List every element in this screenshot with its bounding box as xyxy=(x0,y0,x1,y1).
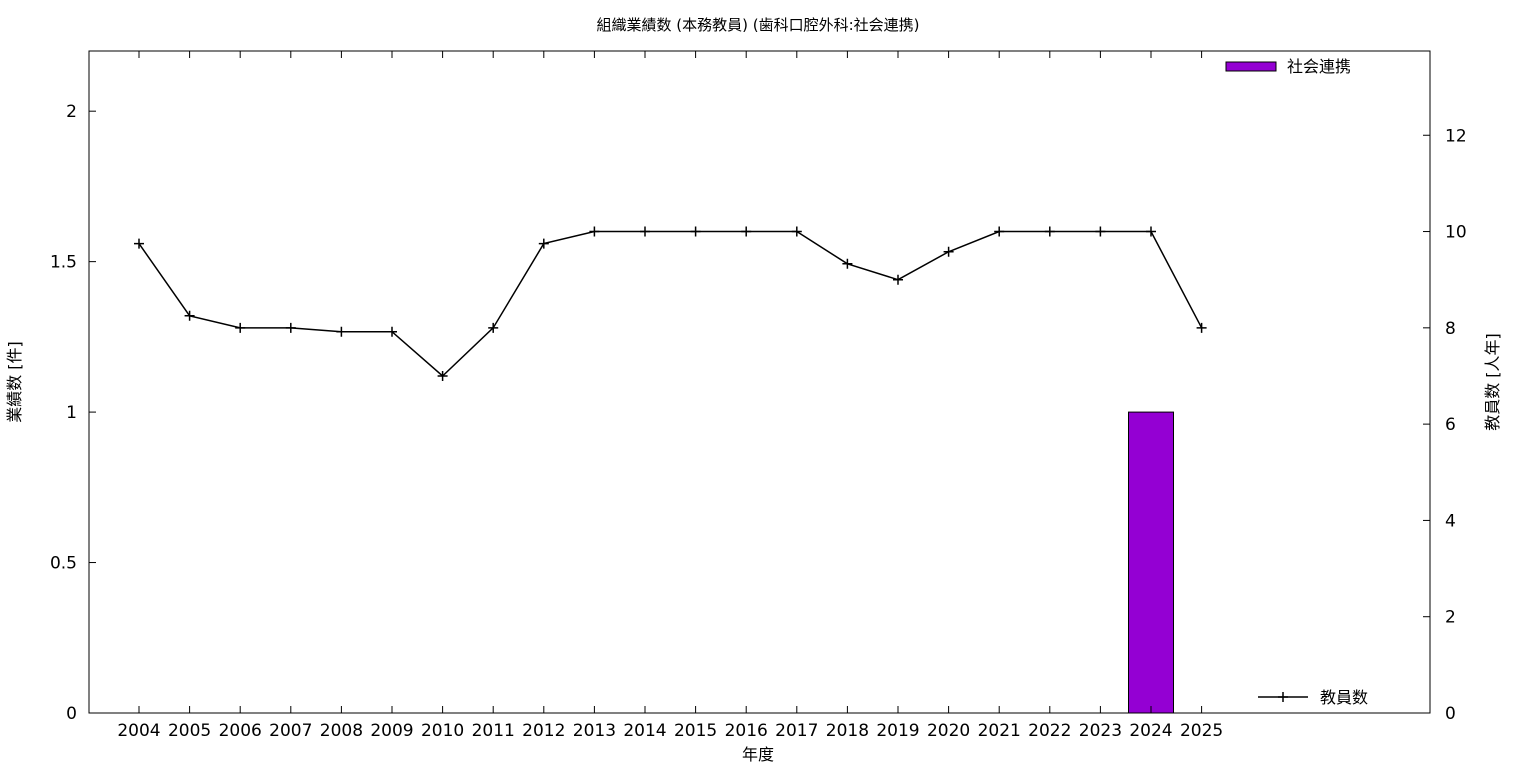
line-point xyxy=(1196,322,1207,333)
line-series xyxy=(134,226,1207,381)
y-tick-label-right: 2 xyxy=(1445,608,1456,628)
line-point xyxy=(134,238,144,249)
y-tick-label-right: 6 xyxy=(1445,415,1456,435)
line-point xyxy=(1044,226,1055,237)
y-tick-label-right: 4 xyxy=(1445,511,1456,531)
line-point xyxy=(184,310,195,321)
legend-line-marker xyxy=(1278,692,1288,702)
y-axis-right: 0 2 4 6 8 10 12 xyxy=(1423,126,1467,724)
x-tick-label: 2004 xyxy=(117,721,160,741)
line-point xyxy=(285,322,296,333)
x-tick-label: 2015 xyxy=(674,721,717,741)
legend-bar-swatch xyxy=(1225,61,1277,72)
x-tick-label: 2023 xyxy=(1079,721,1122,741)
x-tick-label: 2010 xyxy=(421,721,464,741)
y-tick-label-left: 1 xyxy=(66,403,77,423)
line-point xyxy=(791,226,802,237)
line-point xyxy=(235,322,246,333)
x-tick-label: 2020 xyxy=(927,721,970,741)
y-tick-label-right: 12 xyxy=(1445,126,1467,146)
plot-frame xyxy=(88,50,1431,714)
x-tick-label: 2016 xyxy=(725,721,768,741)
line-point xyxy=(842,258,853,269)
line-point xyxy=(690,226,701,237)
line-path xyxy=(138,230,1203,377)
x-tick-label: 2007 xyxy=(269,721,312,741)
x-tick-label: 2014 xyxy=(623,721,666,741)
line-point xyxy=(741,226,752,237)
line-point xyxy=(538,238,549,249)
line-point xyxy=(589,226,600,237)
line-point xyxy=(387,326,397,337)
legend-bar: 社会連携 xyxy=(1225,57,1351,76)
y-axis-label-left: 業績数 [件] xyxy=(5,341,24,423)
legend-line: 教員数 xyxy=(1258,688,1368,707)
y-tick-label-left: 2 xyxy=(66,102,77,122)
line-point xyxy=(336,326,347,337)
line-point xyxy=(1095,226,1106,237)
x-tick-label: 2013 xyxy=(573,721,616,741)
y-tick-label-left: 0 xyxy=(66,704,77,724)
line-point xyxy=(994,226,1005,237)
legend-bar-label: 社会連携 xyxy=(1287,57,1351,76)
line-point xyxy=(943,246,954,257)
bar xyxy=(1128,411,1174,714)
x-tick-label: 2017 xyxy=(775,721,818,741)
x-tick-label: 2009 xyxy=(370,721,413,741)
x-tick-label: 2019 xyxy=(876,721,919,741)
y-axis-left: 0 0.5 1 1.5 2 xyxy=(50,102,96,724)
x-tick-label: 2006 xyxy=(219,721,262,741)
x-tick-label: 2025 xyxy=(1180,721,1223,741)
x-tick-label: 2008 xyxy=(320,721,363,741)
bar-series xyxy=(1128,411,1174,714)
line-point xyxy=(1146,226,1156,237)
line-point xyxy=(893,274,903,285)
x-tick-label: 2024 xyxy=(1129,721,1172,741)
y-tick-label-left: 1.5 xyxy=(50,253,77,273)
y-tick-label-right: 8 xyxy=(1445,319,1456,339)
x-axis-label: 年度 xyxy=(742,745,774,764)
x-tick-label: 2012 xyxy=(522,721,565,741)
x-tick-label: 2022 xyxy=(1028,721,1071,741)
x-tick-label: 2021 xyxy=(978,721,1021,741)
legend-line-label: 教員数 xyxy=(1320,688,1368,707)
line-point xyxy=(437,370,448,381)
x-tick-label: 2005 xyxy=(168,721,211,741)
y-tick-label-right: 10 xyxy=(1445,223,1467,243)
x-tick-label: 2018 xyxy=(826,721,869,741)
chart-title: 組織業績数 (本務教員) (歯科口腔外科:社会連携) xyxy=(596,16,919,34)
line-point xyxy=(488,322,499,333)
y-tick-label-left: 0.5 xyxy=(50,554,77,574)
x-axis: 2004 2005 2006 2007 2008 2009 2010 2011 2012 2013… xyxy=(117,51,1223,741)
y-axis-label-right: 教員数 [人年] xyxy=(1483,333,1502,431)
x-tick-label: 2011 xyxy=(472,721,515,741)
line-point xyxy=(640,226,650,237)
y-tick-label-right: 0 xyxy=(1445,704,1456,724)
